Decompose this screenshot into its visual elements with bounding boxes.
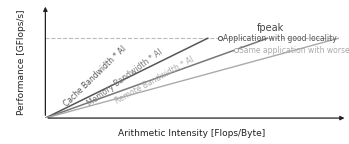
Text: Memory Bandwidth * AI: Memory Bandwidth * AI <box>86 48 164 108</box>
Text: Performance [GFlops/s]: Performance [GFlops/s] <box>17 10 27 115</box>
Text: Remote Bandwidth * AI: Remote Bandwidth * AI <box>113 54 196 105</box>
Text: Arithmetic Intensity [Flops/Byte]: Arithmetic Intensity [Flops/Byte] <box>118 129 266 138</box>
Text: fpeak: fpeak <box>257 23 284 33</box>
Text: Same application with worse locality: Same application with worse locality <box>239 46 349 55</box>
Text: Application with good locality: Application with good locality <box>223 34 337 43</box>
Text: Cache Bandwidth * AI: Cache Bandwidth * AI <box>62 44 128 108</box>
